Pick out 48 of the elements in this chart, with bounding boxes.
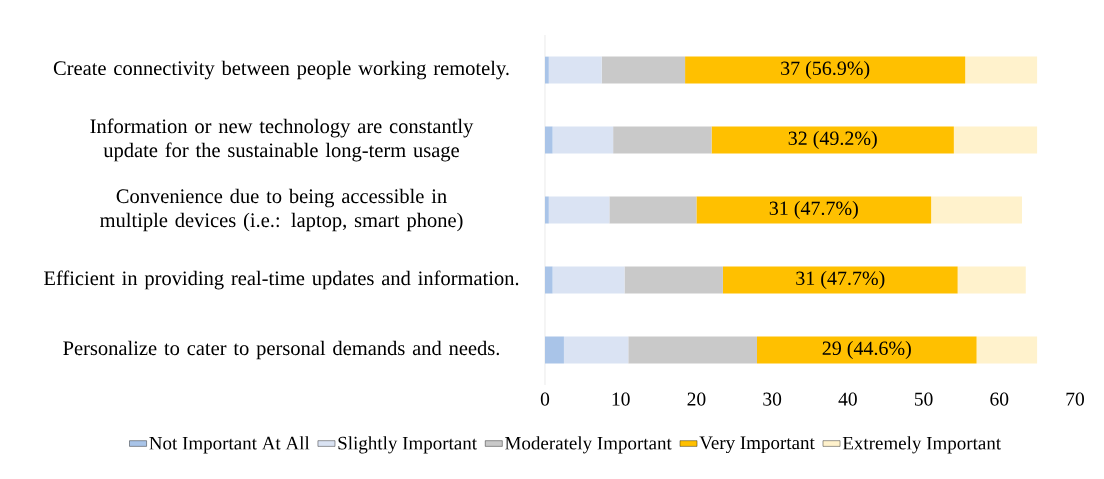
legend-label: Not Important At All: [149, 436, 310, 454]
y-tick-label: Create connectivity between people working remotely.: [53, 60, 509, 80]
bar: [613, 126, 712, 154]
bar: [563, 336, 629, 364]
bar: [722, 266, 958, 294]
x-tick-label: 70: [1066, 392, 1084, 406]
legend-label: Slightly Important: [338, 436, 477, 454]
data-label: 32 (49.2%): [788, 130, 877, 150]
bar: [552, 266, 625, 294]
data-label: 37 (56.9%): [781, 60, 870, 80]
bar: [545, 266, 553, 294]
bar: [957, 266, 1026, 294]
bar: [685, 56, 966, 84]
data-label: 29 (44.6%): [822, 340, 911, 360]
y-tick-label: Information or new technology are constantly update for the sustainable long-term usage: [90, 118, 474, 162]
y-tick-label: Efficient in providing real-time updates and information.: [44, 270, 519, 290]
data-label: 31 (47.7%): [796, 270, 885, 290]
data-label: 31 (47.7%): [769, 200, 858, 220]
bar: [711, 126, 954, 154]
y-tick-label: Convenience due to being accessible in multiple devices (i.e.: laptop, smart phone): [100, 188, 463, 232]
bar: [976, 336, 1038, 364]
legend-label: Moderately Important: [505, 436, 672, 454]
bar: [545, 336, 564, 364]
bar: [628, 336, 757, 364]
legend-label: Very Important: [699, 436, 815, 454]
bar: [609, 196, 697, 224]
bar: [601, 56, 686, 84]
bar: [965, 56, 1038, 84]
x-tick-label: 0: [540, 392, 550, 406]
bar: [548, 196, 610, 224]
y-tick-label: Personalize to cater to personal demands and needs.: [63, 340, 500, 360]
bar: [757, 336, 977, 364]
bar: [552, 126, 614, 154]
x-tick-label: 40: [838, 392, 857, 406]
bar: [624, 266, 723, 294]
bar: [953, 126, 1038, 154]
x-tick-label: 50: [914, 392, 933, 406]
x-tick-label: 60: [990, 392, 1009, 406]
bar: [548, 56, 602, 84]
legend-label: Extremely Important: [842, 436, 1001, 454]
bar: [696, 196, 932, 224]
bar: [545, 56, 549, 84]
x-tick-label: 10: [612, 392, 630, 406]
bar: [545, 196, 549, 224]
bar: [545, 126, 553, 154]
x-tick-label: 30: [763, 392, 782, 406]
x-tick-label: 20: [687, 392, 706, 406]
bar: [931, 196, 1022, 224]
